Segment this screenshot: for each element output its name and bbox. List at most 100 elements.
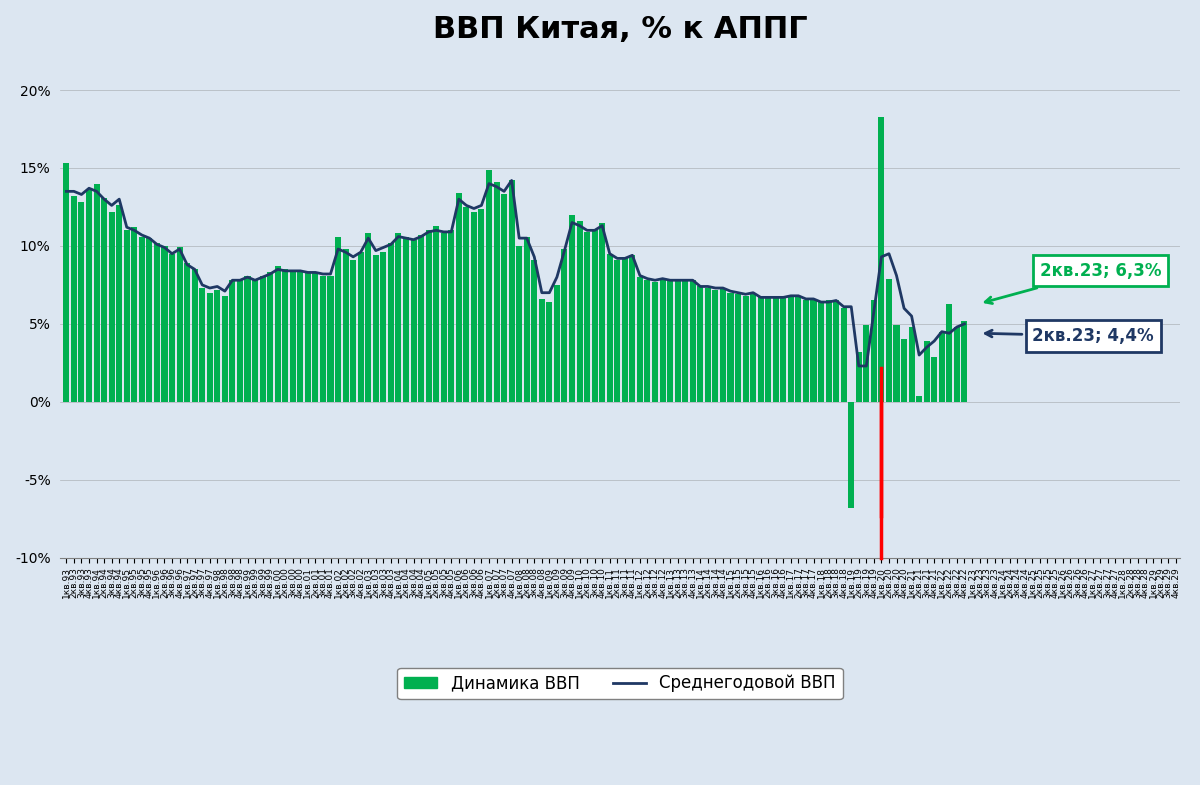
Bar <box>569 215 575 402</box>
Bar <box>652 282 658 402</box>
Bar <box>463 207 469 402</box>
Bar <box>607 254 613 402</box>
Bar <box>743 296 749 402</box>
Bar <box>154 243 160 402</box>
Bar <box>215 290 221 402</box>
Bar <box>139 236 145 402</box>
Bar <box>908 327 914 402</box>
Bar <box>282 269 288 402</box>
Bar <box>305 272 311 402</box>
Bar <box>418 235 424 402</box>
Bar <box>871 301 877 402</box>
Bar <box>576 221 582 402</box>
Bar <box>841 309 847 402</box>
Bar <box>298 272 304 402</box>
Bar <box>312 272 318 402</box>
Bar <box>124 230 130 402</box>
Bar <box>236 280 242 402</box>
Bar <box>493 182 499 402</box>
Bar <box>350 260 356 402</box>
Bar <box>449 230 455 402</box>
Bar <box>878 116 884 402</box>
Bar <box>810 299 816 402</box>
Bar <box>886 279 892 402</box>
Bar <box>924 341 930 402</box>
Bar <box>365 233 371 402</box>
Bar <box>71 196 77 402</box>
Bar <box>766 298 772 402</box>
Bar <box>773 298 779 402</box>
Bar <box>426 230 432 402</box>
Bar <box>335 236 341 402</box>
Legend: Динамика ВВП, Среднегодовой ВВП: Динамика ВВП, Среднегодовой ВВП <box>397 668 842 699</box>
Bar <box>64 163 70 402</box>
Bar <box>289 271 296 402</box>
Bar <box>373 255 379 402</box>
Bar <box>199 288 205 402</box>
Bar <box>222 296 228 402</box>
Bar <box>268 272 274 402</box>
Bar <box>954 327 960 402</box>
Bar <box>674 280 680 402</box>
Bar <box>690 280 696 402</box>
Bar <box>131 227 137 402</box>
Bar <box>342 249 349 402</box>
Bar <box>644 280 650 402</box>
Bar <box>109 212 115 402</box>
Bar <box>826 301 832 402</box>
Bar <box>894 326 900 402</box>
Bar <box>410 239 416 402</box>
Bar <box>470 212 476 402</box>
Bar <box>682 280 689 402</box>
Bar <box>757 298 763 402</box>
Bar <box>931 356 937 402</box>
Bar <box>486 170 492 402</box>
Bar <box>660 279 666 402</box>
Bar <box>562 249 568 402</box>
Bar <box>380 252 386 402</box>
Bar <box>803 301 809 402</box>
Bar <box>320 276 326 402</box>
Bar <box>328 276 334 402</box>
Bar <box>916 396 922 402</box>
Bar <box>629 255 636 402</box>
Bar <box>637 277 643 402</box>
Bar <box>245 276 251 402</box>
Bar <box>516 246 522 402</box>
Bar <box>116 206 122 402</box>
Bar <box>704 288 710 402</box>
Text: 2кв.23; 4,4%: 2кв.23; 4,4% <box>985 327 1154 345</box>
Bar <box>947 304 953 402</box>
Bar <box>523 236 529 402</box>
Bar <box>192 269 198 402</box>
Bar <box>275 266 281 402</box>
Title: ВВП Китая, % к АППГ: ВВП Китая, % к АППГ <box>433 15 808 44</box>
Bar <box>614 260 620 402</box>
Bar <box>403 236 409 402</box>
Bar <box>229 280 235 402</box>
Bar <box>856 352 862 402</box>
Bar <box>622 257 628 402</box>
Bar <box>592 230 598 402</box>
Bar <box>736 294 742 402</box>
Bar <box>101 198 107 402</box>
Bar <box>961 321 967 402</box>
Bar <box>94 184 100 402</box>
Bar <box>713 290 719 402</box>
Bar <box>388 243 394 402</box>
Bar <box>788 296 794 402</box>
Bar <box>358 252 364 402</box>
Bar <box>509 181 515 402</box>
Bar <box>863 326 869 402</box>
Text: 2кв.23; 6,3%: 2кв.23; 6,3% <box>985 261 1162 304</box>
Bar <box>532 260 538 402</box>
Bar <box>162 246 168 402</box>
Bar <box>750 294 756 402</box>
Bar <box>259 276 265 402</box>
Bar <box>176 247 182 402</box>
Bar <box>554 285 560 402</box>
Bar <box>818 302 824 402</box>
Bar <box>169 254 175 402</box>
Bar <box>901 339 907 402</box>
Bar <box>252 280 258 402</box>
